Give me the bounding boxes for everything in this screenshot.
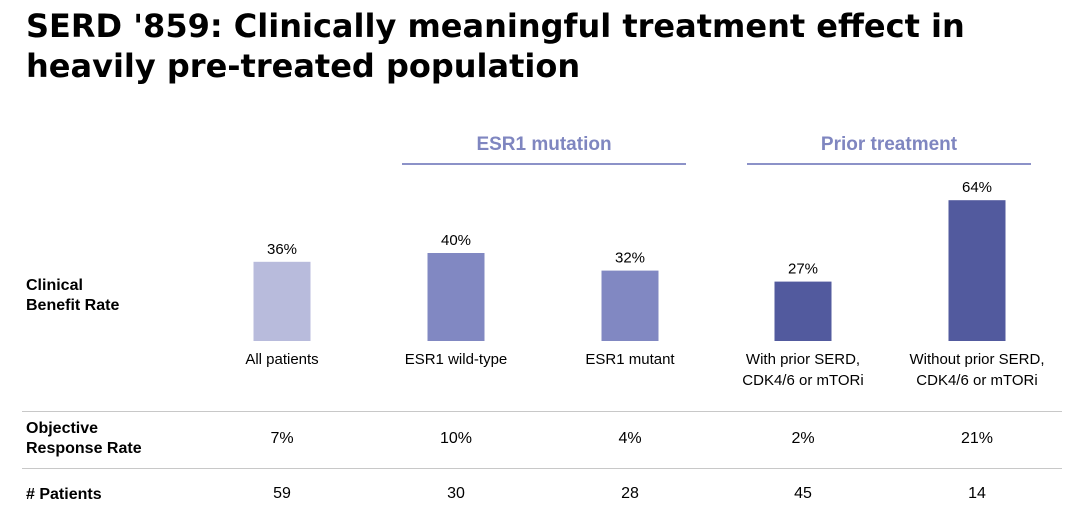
slide-title: SERD '859: Clinically meaningful treatme… [26,6,1066,86]
category-label-line1: All patients [245,351,319,368]
bar-4 [774,281,832,341]
category-label-line2: CDK4/6 or mTORi [916,372,1038,389]
orr-value-3: 4% [618,430,642,447]
category-label-5: Without prior SERD, CDK4/6 or mTORi [892,349,1062,391]
row-label-orr-line2: Response Rate [26,440,142,457]
category-label-line1: With prior SERD, [745,351,861,368]
title-line-1: SERD '859: Clinically meaningful treatme… [26,7,965,45]
group-line-prior [747,163,1031,165]
group-line-esr1 [402,163,686,165]
orr-value-1: 7% [270,430,294,447]
category-label-line2: CDK4/6 or mTORi [742,372,864,389]
patients-value-1: 59 [273,485,291,502]
patients-value-2: 30 [447,485,465,502]
orr-value-5: 21% [960,430,994,447]
row-label-patients: # Patients [26,486,102,503]
bar-2 [427,253,485,341]
category-label-2: ESR1 wild-type [371,349,541,370]
bar-3 [601,270,659,341]
category-label-1: All patients [197,349,367,370]
group-label-esr1: ESR1 mutation [476,134,612,155]
bar-value-label-3: 32% [615,250,645,267]
divider-top [22,411,1062,412]
orr-value-2: 10% [439,430,473,447]
row-label-cbr: Clinical Benefit Rate [26,276,119,316]
group-label-prior: Prior treatment [820,134,958,155]
bar-value-label-4: 27% [788,261,818,278]
row-label-orr-line1: Objective [26,420,99,437]
patients-value-4: 45 [794,485,812,502]
bar-value-label-1: 36% [267,241,297,258]
patients-value-5: 14 [968,485,986,502]
category-label-4: With prior SERD, CDK4/6 or mTORi [718,349,888,391]
bar-value-label-2: 40% [441,232,471,249]
divider-bottom [22,468,1062,469]
category-label-line1: ESR1 wild-type [404,351,508,368]
category-label-line1: Without prior SERD, [909,351,1045,368]
bar-5 [948,200,1006,341]
category-label-line1: ESR1 mutant [585,351,675,368]
row-label-orr: Objective Response Rate [26,419,142,459]
patients-value-3: 28 [621,485,639,502]
orr-value-4: 2% [791,430,815,447]
row-label-cbr-line1: Clinical [26,277,83,294]
category-label-3: ESR1 mutant [545,349,715,370]
bar-value-label-5: 64% [962,179,992,196]
title-line-2: heavily pre-treated population [26,47,581,85]
bar-1 [253,261,311,341]
row-label-cbr-line2: Benefit Rate [26,297,120,314]
